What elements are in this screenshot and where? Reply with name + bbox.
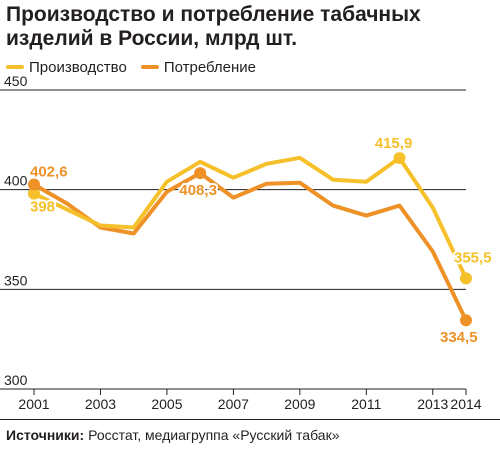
x-tick-label: 2014 <box>450 396 481 412</box>
y-tick-label: 400 <box>4 173 28 189</box>
data-point-production-2001 <box>28 187 40 200</box>
legend-item-consumption: Потребление <box>140 58 257 76</box>
data-label: 334,5 <box>440 329 478 346</box>
data-point-consumption-2006 <box>194 167 207 180</box>
y-tick-label: 350 <box>4 272 28 288</box>
data-label: 415,9 <box>375 135 413 152</box>
x-tick-label: 2007 <box>218 396 249 412</box>
legend: Производство Потребление <box>6 58 270 76</box>
data-label: 408,3 <box>179 182 217 199</box>
source-label: Источники: <box>6 427 85 443</box>
legend-label-consumption: Потребление <box>163 58 257 76</box>
data-point-consumption-2014 <box>460 314 472 327</box>
x-tick-label: 2011 <box>351 396 381 412</box>
legend-label-production: Производство <box>29 58 127 76</box>
y-tick-label: 450 <box>4 73 28 89</box>
legend-swatch-production <box>6 65 24 69</box>
data-point-production-2014 <box>460 272 472 285</box>
data-label: 398 <box>30 199 55 216</box>
data-label: 355,5 <box>454 249 492 266</box>
source-divider <box>0 419 500 420</box>
x-tick-label: 2001 <box>18 396 49 412</box>
chart-title: Производство и потребление табачных изде… <box>6 3 421 50</box>
series-line-consumption <box>32 171 468 323</box>
x-tick-label: 2013 <box>417 396 448 412</box>
data-point-production-2012 <box>393 151 406 164</box>
x-tick-label: 2003 <box>85 396 116 412</box>
y-tick-label: 300 <box>4 372 28 388</box>
legend-swatch-consumption <box>140 65 159 69</box>
data-point-consumption-2001 <box>28 178 40 191</box>
x-tick-label: 2005 <box>151 396 182 412</box>
legend-item-production: Производство <box>6 59 127 76</box>
x-tick-label: 2009 <box>284 396 315 412</box>
series-line-production <box>32 155 468 281</box>
data-label: 402,6 <box>30 163 68 180</box>
source-note: Источники: Росстат, медиагруппа «Русский… <box>6 427 340 443</box>
source-text: Росстат, медиагруппа «Русский табак» <box>88 427 340 443</box>
